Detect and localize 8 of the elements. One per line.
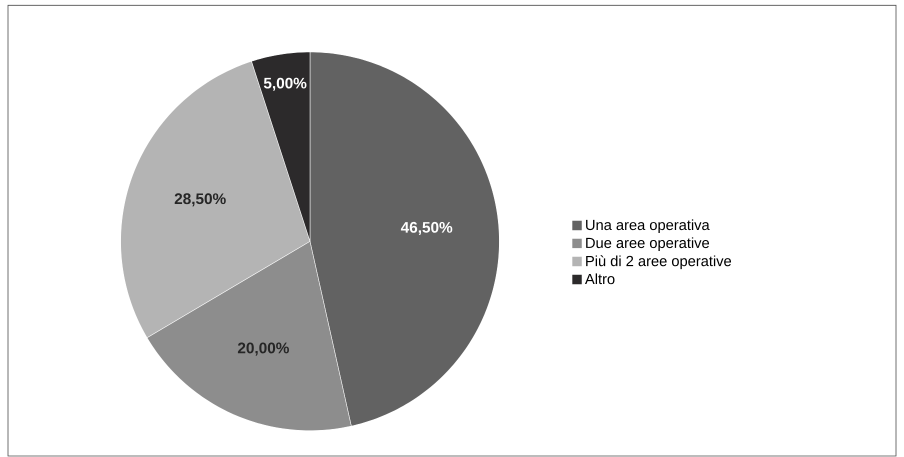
legend-label: Una area operativa — [586, 219, 710, 233]
data-label: 28,50% — [174, 193, 226, 206]
data-label: 46,50% — [400, 222, 452, 235]
data-label: 5,00% — [264, 78, 306, 91]
legend-label: Due aree operative — [586, 237, 710, 251]
legend-label: Più di 2 aree operative — [586, 255, 732, 269]
legend-label: Altro — [584, 273, 614, 284]
data-label: 20,00% — [238, 342, 289, 356]
